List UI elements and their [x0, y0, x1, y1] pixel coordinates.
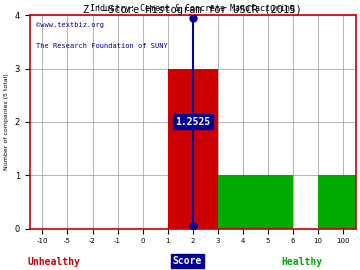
Bar: [168, 69, 218, 228]
Y-axis label: Number of companies (5 total): Number of companies (5 total): [4, 73, 9, 170]
Text: 1.2525: 1.2525: [175, 117, 211, 127]
Bar: [318, 175, 360, 228]
Text: Score: Score: [172, 256, 202, 266]
Text: The Research Foundation of SUNY: The Research Foundation of SUNY: [36, 43, 168, 49]
Text: Industry: Cement & Concrete Manufacturing: Industry: Cement & Concrete Manufacturin…: [90, 4, 295, 13]
Text: Unhealthy: Unhealthy: [28, 257, 80, 267]
Text: ©www.textbiz.org: ©www.textbiz.org: [36, 22, 104, 28]
Text: Healthy: Healthy: [282, 257, 323, 267]
Title: Z''-Score Histogram for USCR (2015): Z''-Score Histogram for USCR (2015): [84, 5, 302, 15]
Bar: [218, 175, 293, 228]
